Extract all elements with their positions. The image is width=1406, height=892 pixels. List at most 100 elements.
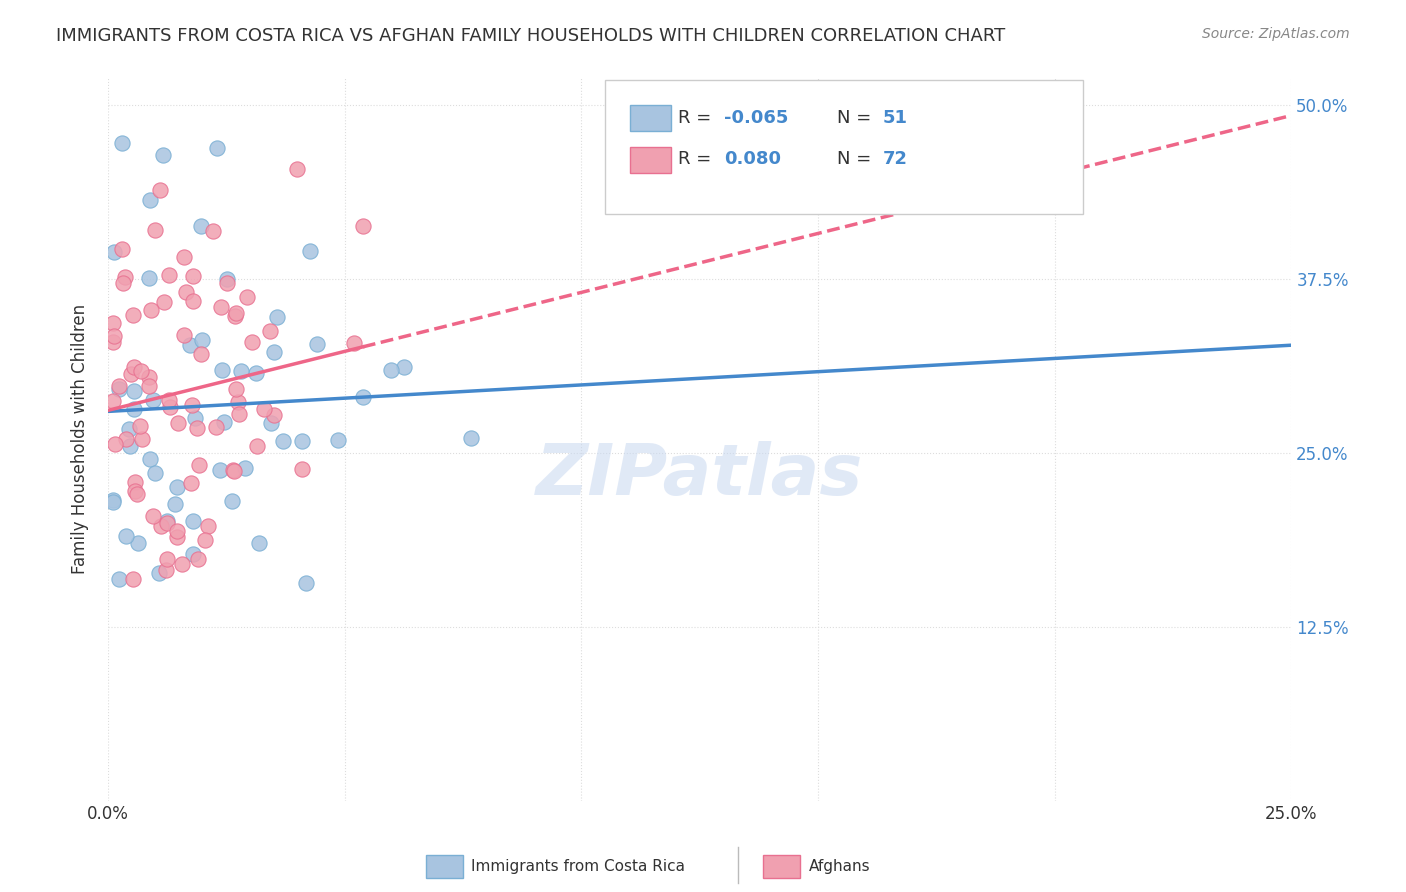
Point (101, 393, 124, 408)
Point (209, 463, 232, 477)
Point (166, 524, 188, 539)
Point (152, 147, 174, 161)
Point (181, 398, 204, 412)
Point (101, 494, 124, 508)
Point (205, 420, 228, 434)
Point (174, 285, 197, 300)
Point (153, 294, 176, 309)
Point (201, 224, 224, 238)
Point (211, 362, 233, 376)
Point (191, 334, 214, 348)
Text: -0.065: -0.065 (724, 109, 789, 127)
Text: Immigrants from Costa Rica: Immigrants from Costa Rica (471, 859, 685, 873)
Point (299, 244, 322, 258)
Point (122, 308, 145, 322)
Point (149, 519, 172, 533)
Point (225, 306, 247, 320)
Point (127, 487, 149, 501)
Point (156, 514, 179, 528)
Point (290, 434, 312, 448)
Point (181, 514, 204, 528)
Point (186, 421, 208, 435)
Point (165, 497, 187, 511)
Point (197, 518, 219, 533)
Point (139, 302, 162, 317)
Point (181, 268, 204, 283)
Point (159, 400, 181, 414)
Point (240, 335, 263, 350)
Point (148, 566, 170, 580)
Point (139, 451, 162, 466)
Point (138, 370, 160, 384)
Point (111, 242, 134, 256)
Point (380, 363, 402, 377)
Point (263, 344, 285, 359)
Point (222, 463, 245, 477)
Point (460, 431, 482, 445)
Point (127, 535, 149, 549)
Point (120, 368, 142, 382)
Point (101, 493, 124, 508)
Point (138, 270, 160, 285)
Point (101, 316, 124, 330)
Text: N =: N = (837, 109, 876, 127)
Point (142, 509, 165, 524)
Point (352, 219, 374, 234)
Text: IMMIGRANTS FROM COSTA RICA VS AFGHAN FAMILY HOUSEHOLDS WITH CHILDREN CORRELATION: IMMIGRANTS FROM COSTA RICA VS AFGHAN FAM… (56, 27, 1005, 45)
Point (222, 464, 245, 478)
Point (190, 219, 212, 234)
Point (229, 363, 252, 377)
Point (111, 276, 134, 290)
Point (118, 422, 141, 436)
Point (305, 337, 328, 351)
Point (187, 552, 209, 566)
Point (215, 272, 238, 286)
Point (179, 338, 201, 352)
Point (260, 416, 283, 430)
Point (181, 293, 204, 308)
Point (115, 432, 138, 446)
Point (224, 309, 246, 323)
Point (166, 480, 188, 494)
Point (124, 483, 146, 498)
Point (214, 415, 236, 429)
Point (215, 276, 238, 290)
Point (122, 401, 145, 416)
Text: 51: 51 (883, 109, 908, 127)
Point (181, 547, 204, 561)
Point (180, 476, 202, 491)
Point (247, 535, 270, 549)
Point (225, 382, 247, 396)
Point (108, 573, 131, 587)
Point (131, 432, 153, 446)
Point (188, 458, 211, 473)
Point (124, 475, 146, 489)
Point (155, 563, 177, 577)
Point (103, 329, 125, 343)
Point (266, 310, 288, 324)
Point (114, 270, 136, 285)
Point (291, 462, 314, 476)
Point (111, 136, 134, 150)
Point (295, 576, 318, 591)
Point (352, 390, 374, 404)
Point (122, 359, 145, 374)
Point (122, 572, 145, 586)
Point (104, 437, 127, 451)
Point (118, 439, 141, 453)
Point (209, 300, 232, 314)
Point (221, 493, 243, 508)
Point (157, 392, 180, 407)
Point (194, 533, 217, 548)
Point (122, 384, 145, 398)
Point (190, 346, 212, 360)
Y-axis label: Family Households with Children: Family Households with Children (72, 304, 89, 574)
Point (228, 407, 250, 421)
Point (157, 268, 180, 283)
Point (263, 408, 285, 422)
Point (143, 466, 166, 480)
Point (173, 328, 195, 343)
Point (149, 183, 172, 197)
Point (101, 335, 124, 350)
Point (167, 417, 190, 431)
